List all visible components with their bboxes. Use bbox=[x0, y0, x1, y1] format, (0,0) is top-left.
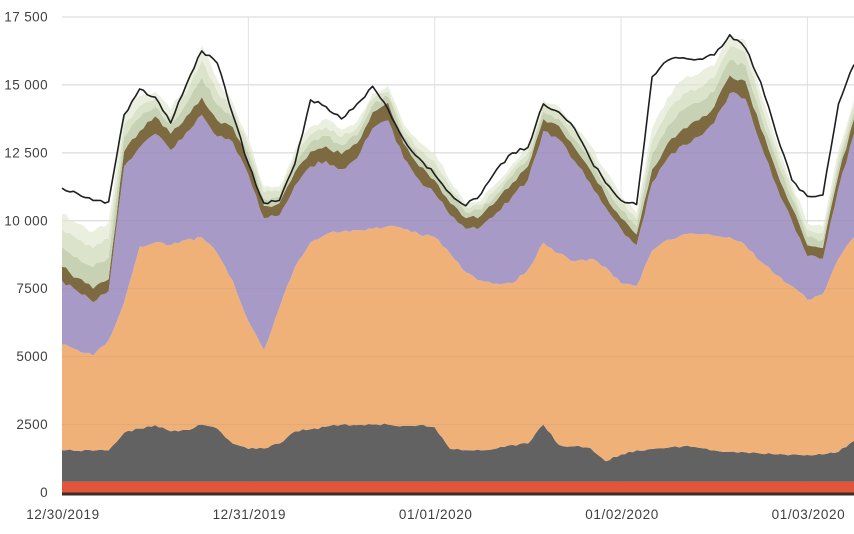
y-axis-tick-label: 5000 bbox=[16, 349, 48, 364]
x-axis: 12/30/2019 12/31/2019 01/01/2020 01/02/2020… bbox=[26, 507, 846, 522]
area-red-band[interactable] bbox=[62, 481, 854, 493]
line-total-line[interactable] bbox=[61, 33, 854, 207]
x-axis-tick-label: 12/31/2019 bbox=[213, 507, 287, 522]
gridlines-over bbox=[62, 16, 854, 426]
x-axis-tick-label: 01/03/2020 bbox=[772, 507, 846, 522]
x-axis-tick-label: 01/02/2020 bbox=[585, 507, 659, 522]
y-axis-tick-label: 10 000 bbox=[4, 213, 48, 228]
y-axis: 0 2500 5000 7500 10 000 12 500 15 000 17 500 bbox=[4, 10, 48, 501]
y-axis-tick-label: 2500 bbox=[16, 417, 48, 432]
area-purple-band[interactable] bbox=[62, 92, 854, 356]
y-axis-tick-label: 0 bbox=[40, 485, 48, 500]
area-orange-band[interactable] bbox=[62, 225, 854, 462]
y-axis-tick-label: 15 000 bbox=[4, 77, 48, 92]
area-dark-gray-band[interactable] bbox=[62, 423, 854, 482]
y-axis-tick-label: 12 500 bbox=[4, 145, 48, 160]
stacked-areas bbox=[62, 34, 854, 493]
x-axis-tick-label: 12/30/2019 bbox=[26, 507, 100, 522]
y-axis-tick-label: 7500 bbox=[16, 281, 48, 296]
x-axis-tick-label: 01/01/2020 bbox=[399, 507, 473, 522]
y-axis-tick-label: 17 500 bbox=[4, 10, 48, 25]
